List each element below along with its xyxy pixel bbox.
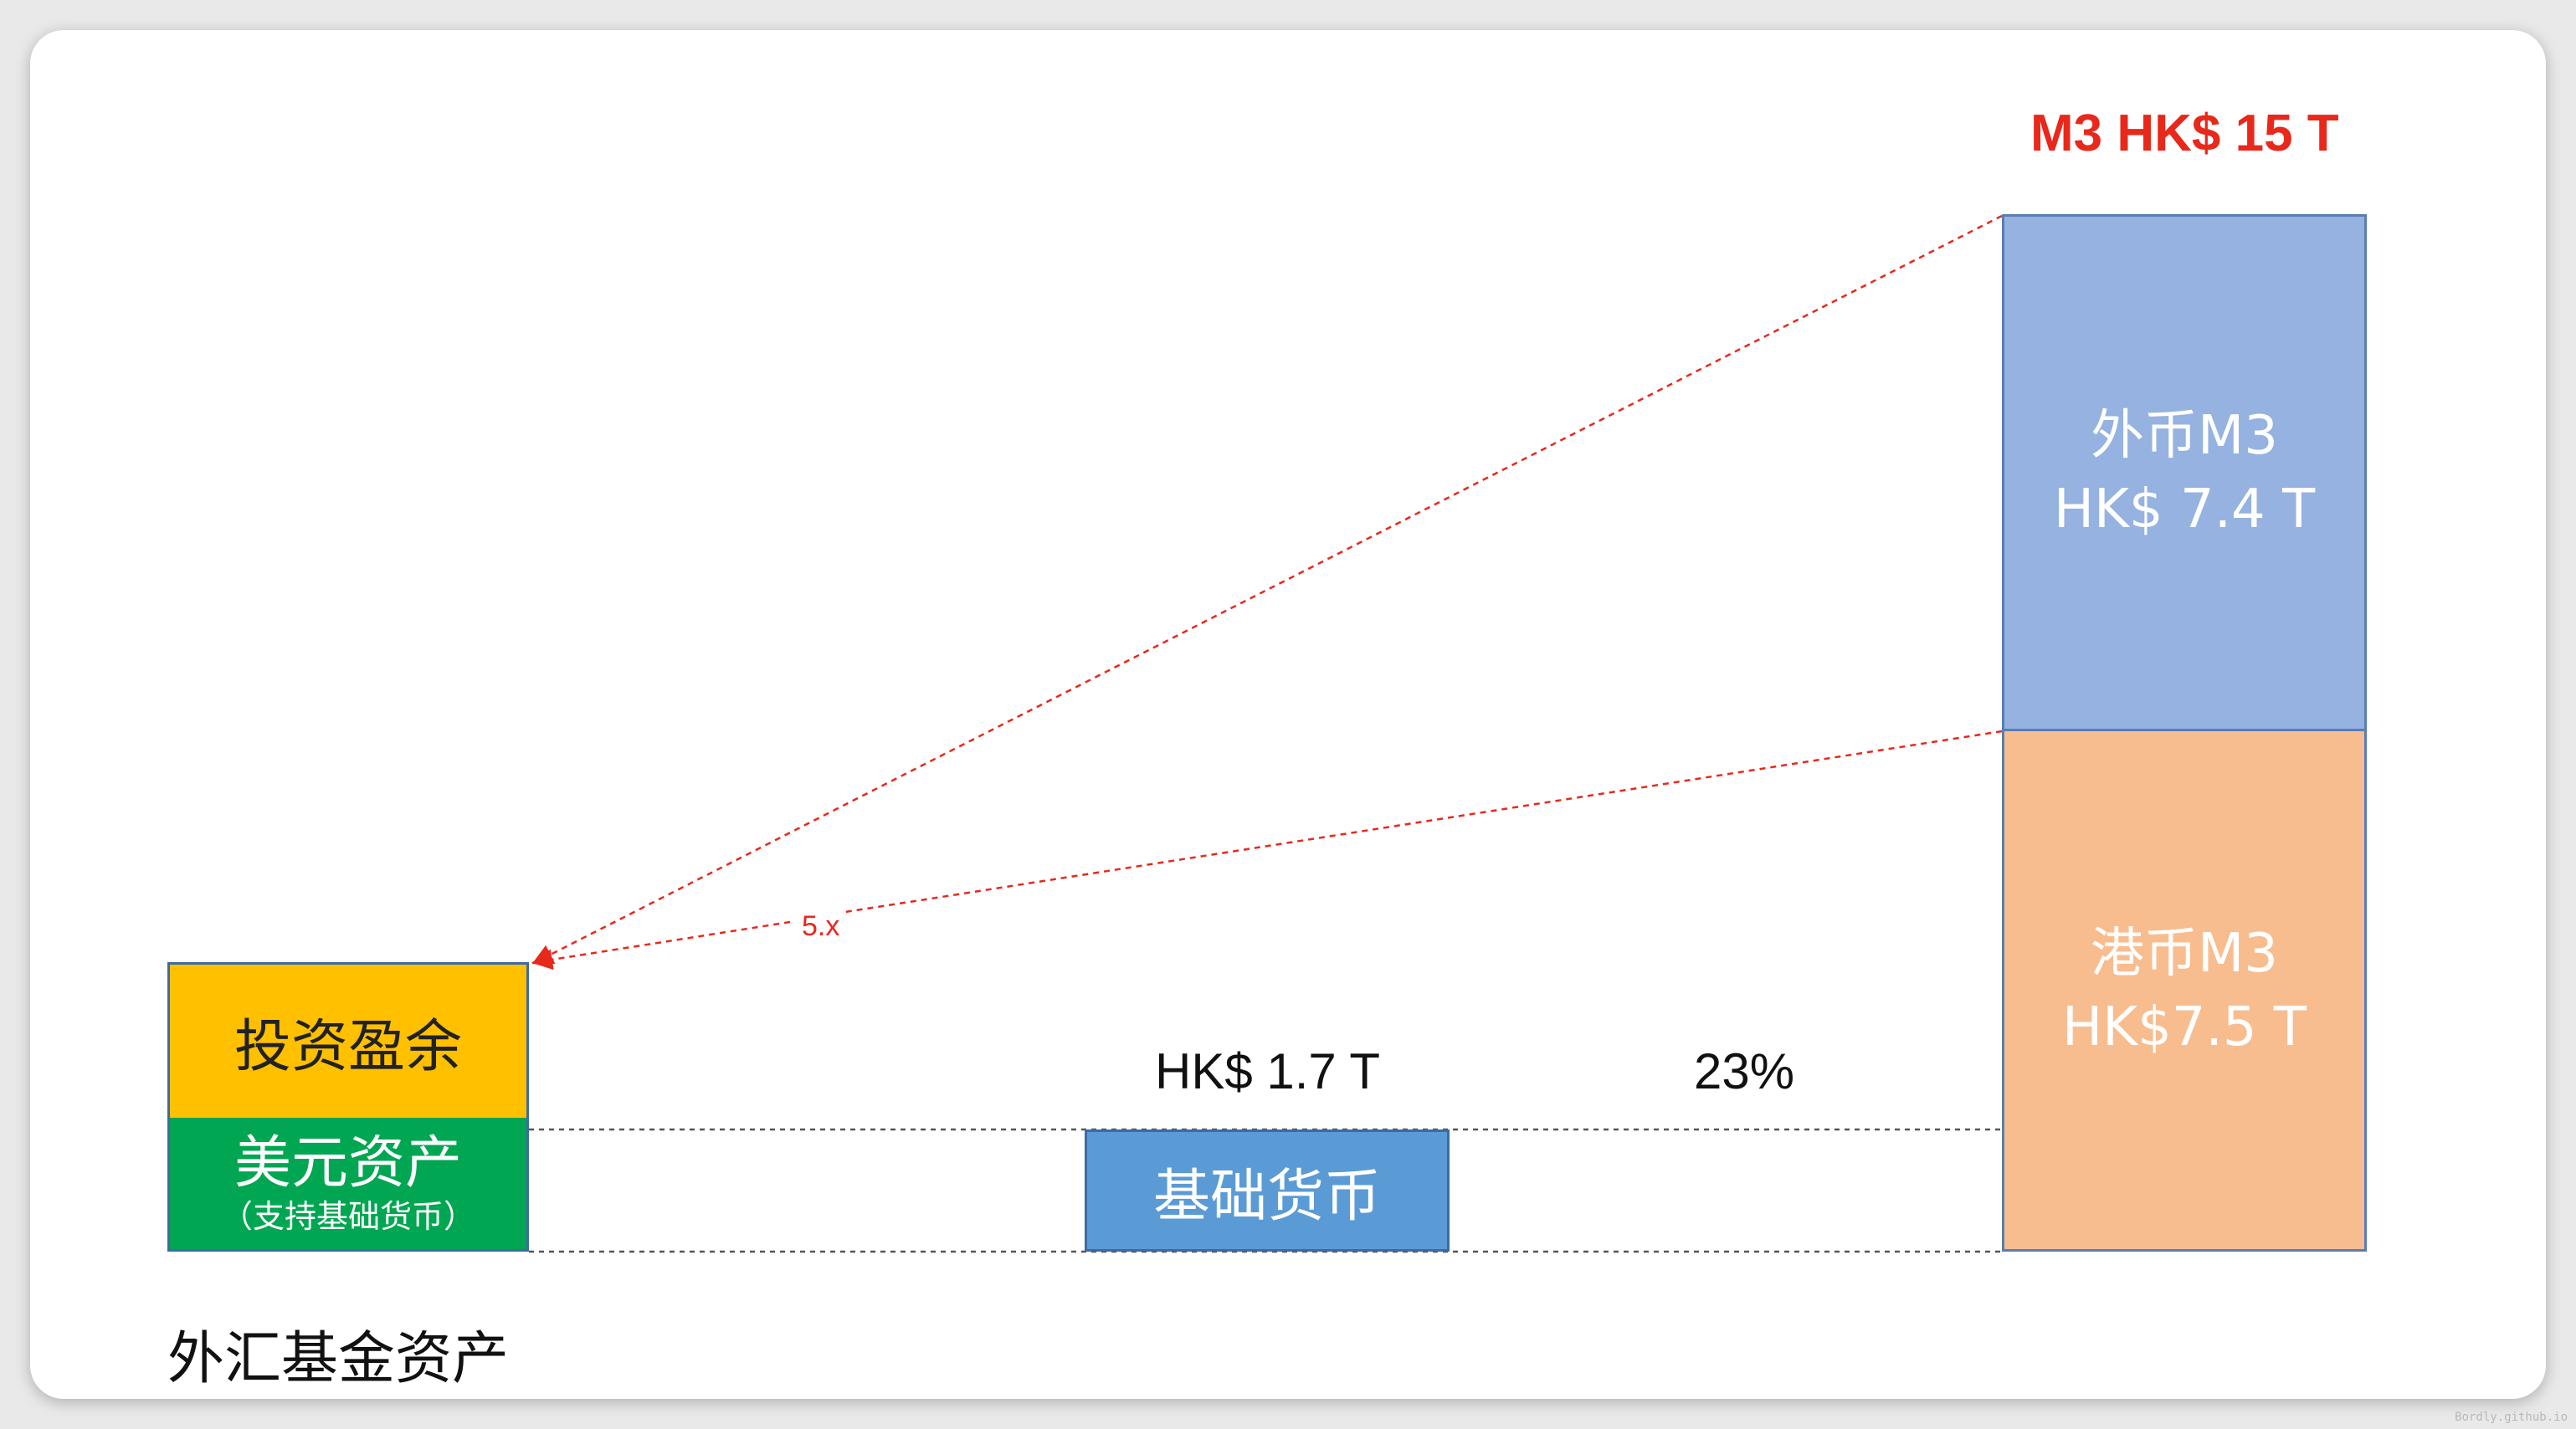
foreign-currency-m3-box: 外币M3 HK$ 7.4 T: [2002, 214, 2367, 731]
hkd-m3-label: 港币M3: [2091, 922, 2278, 985]
exchange-fund-assets-caption: 外汇基金资产: [167, 1326, 510, 1392]
base-money-value: HK$ 1.7 T: [1155, 1043, 1381, 1099]
hkd-m3-box: 港币M3 HK$7.5 T: [2002, 731, 2367, 1252]
foreign-m3-label: 外币M3: [2091, 405, 2278, 467]
usd-assets-sublabel: （支持基础货币）: [220, 1197, 475, 1235]
m3-total-title: M3 HK$ 15 T: [2030, 105, 2339, 162]
investment-surplus-label: 投资盈余: [233, 1014, 462, 1080]
hkd-m3-value: HK$7.5 T: [2061, 996, 2307, 1058]
watermark: Bordly.github.io: [2455, 1411, 2568, 1424]
usd-assets-box: 美元资产 （支持基础货币）: [167, 1118, 529, 1252]
multiplier-label: 5.x: [802, 910, 840, 942]
foreign-m3-value: HK$ 7.4 T: [2053, 479, 2316, 540]
base-money-ratio: 23%: [1694, 1043, 1795, 1099]
usd-assets-label: 美元资产: [233, 1129, 462, 1196]
base-money-label: 基础货币: [1152, 1163, 1381, 1230]
investment-surplus-box: 投资盈余: [167, 962, 529, 1118]
base-money-box: 基础货币: [1085, 1129, 1450, 1252]
